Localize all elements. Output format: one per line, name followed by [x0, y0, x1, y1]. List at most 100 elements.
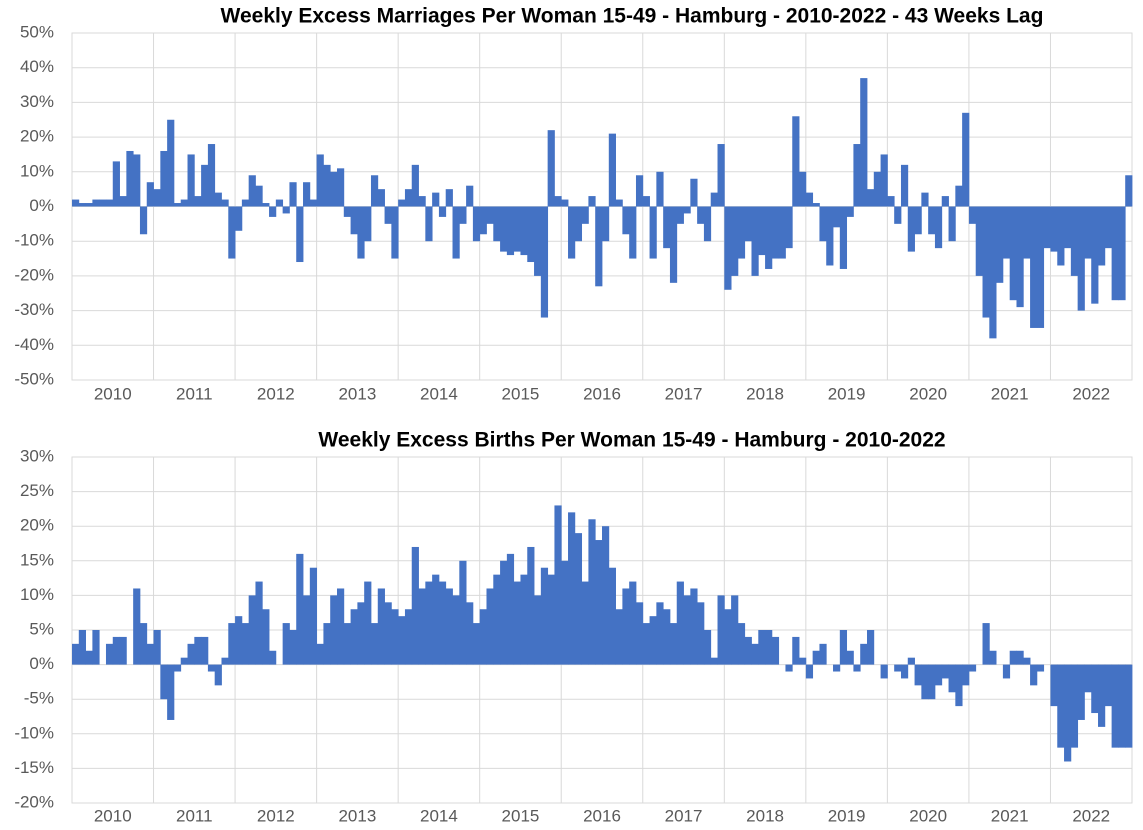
bar	[669, 206, 678, 283]
x-tick-label: 2017	[665, 806, 703, 825]
bar	[207, 664, 216, 672]
bar	[989, 650, 997, 665]
bar	[282, 206, 290, 214]
y-tick-label: -20%	[14, 792, 54, 811]
bar	[214, 664, 222, 686]
bar	[907, 657, 915, 665]
bar	[187, 154, 195, 207]
y-tick-label: -30%	[14, 300, 54, 319]
bar	[833, 664, 841, 672]
bar	[486, 588, 494, 665]
bar	[472, 206, 481, 242]
bar	[941, 664, 949, 679]
y-tick-label: -10%	[14, 231, 54, 250]
bar	[72, 199, 80, 207]
bar	[574, 533, 583, 665]
y-tick-label: 50%	[20, 22, 54, 41]
bar	[683, 595, 691, 665]
bar	[92, 199, 100, 207]
bar	[153, 630, 161, 665]
bar	[398, 199, 406, 207]
bar	[167, 664, 175, 720]
bar	[479, 609, 487, 665]
x-tick-label: 2019	[828, 806, 866, 825]
bar	[1084, 664, 1092, 693]
bar	[690, 588, 698, 665]
bar	[608, 567, 616, 665]
bar	[180, 199, 188, 207]
bar	[445, 588, 453, 665]
bar	[622, 588, 630, 665]
bar	[303, 182, 311, 207]
bar	[934, 206, 943, 249]
bar	[337, 588, 345, 665]
bar	[248, 595, 256, 665]
bar	[357, 206, 365, 259]
bar	[914, 206, 922, 235]
bar	[941, 196, 949, 207]
bar	[683, 206, 691, 214]
bar	[201, 636, 209, 665]
bar	[167, 119, 175, 207]
bar	[819, 643, 827, 665]
bar	[1125, 664, 1133, 748]
bar	[493, 206, 501, 242]
bar	[425, 206, 433, 242]
bar	[520, 206, 528, 256]
bar	[1050, 206, 1058, 252]
bar	[1118, 664, 1126, 748]
bar	[112, 161, 120, 207]
bar	[717, 144, 725, 207]
bar	[758, 630, 766, 665]
x-tick-label: 2014	[420, 806, 458, 825]
y-tick-label: 30%	[20, 446, 54, 465]
x-tick-label: 2011	[176, 384, 213, 403]
bar	[337, 168, 345, 207]
bar	[676, 206, 684, 224]
bar	[384, 602, 392, 665]
bar	[201, 164, 209, 207]
bar	[1016, 206, 1024, 308]
bar	[1091, 206, 1099, 304]
bar	[703, 206, 712, 242]
x-tick-label: 2013	[338, 384, 376, 403]
bar	[309, 199, 318, 207]
x-tick-label: 2018	[746, 384, 784, 403]
bar	[513, 206, 521, 252]
bar	[262, 203, 270, 207]
y-tick-label: 10%	[20, 161, 54, 180]
bar	[187, 643, 195, 665]
bar	[540, 567, 549, 665]
y-tick-label: 5%	[29, 619, 54, 638]
bar	[248, 175, 256, 207]
bar	[1002, 664, 1011, 679]
bar	[635, 175, 644, 207]
bar	[948, 664, 956, 693]
bar	[595, 206, 603, 287]
bar	[690, 178, 698, 207]
bar	[1077, 664, 1085, 720]
bar	[996, 206, 1004, 283]
bar	[486, 206, 494, 224]
bar	[146, 182, 154, 207]
bar	[758, 206, 766, 256]
y-tick-label: 15%	[20, 550, 54, 569]
bar	[669, 623, 678, 665]
y-tick-label: 30%	[20, 92, 54, 111]
bar	[846, 650, 854, 665]
x-tick-label: 2017	[665, 384, 703, 403]
y-tick-label: -20%	[14, 265, 54, 284]
bar	[649, 206, 657, 259]
bar	[1036, 664, 1045, 672]
chart-title: Weekly Excess Marriages Per Woman 15-49 …	[221, 5, 1044, 28]
bar	[78, 203, 86, 207]
x-tick-label: 2021	[991, 384, 1029, 403]
bar	[404, 609, 413, 665]
bar	[1125, 175, 1133, 207]
bar	[799, 171, 807, 207]
bar	[180, 657, 188, 665]
bar	[1036, 206, 1045, 328]
y-tick-label: 25%	[20, 481, 54, 500]
bar	[921, 664, 929, 700]
bar	[330, 171, 338, 207]
